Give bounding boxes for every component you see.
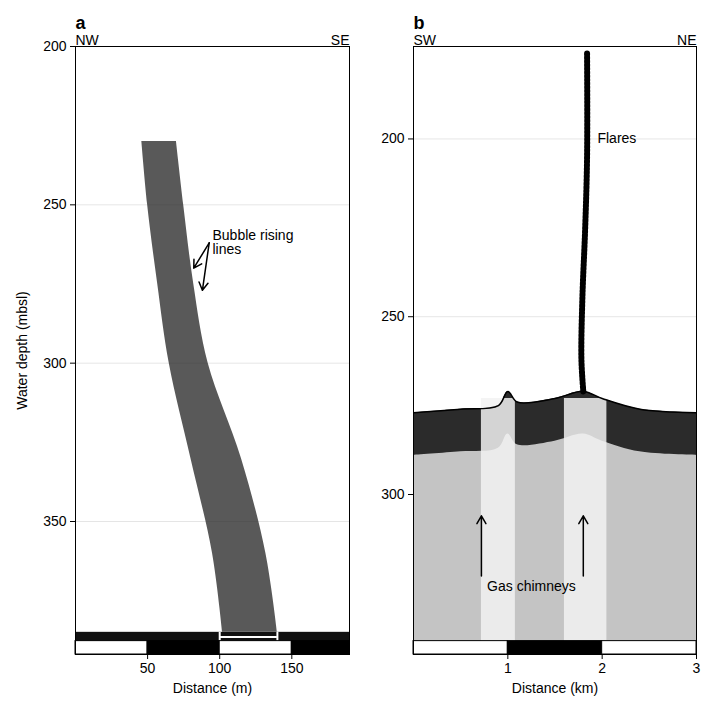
svg-text:2: 2 <box>598 660 606 676</box>
svg-text:SW: SW <box>413 32 437 49</box>
svg-text:150: 150 <box>280 660 304 676</box>
svg-text:250: 250 <box>43 196 67 212</box>
svg-text:100: 100 <box>208 660 232 676</box>
svg-text:200: 200 <box>381 130 405 146</box>
svg-text:a: a <box>76 13 87 33</box>
svg-text:Distance (m): Distance (m) <box>173 680 252 696</box>
svg-text:50: 50 <box>140 660 156 676</box>
svg-text:300: 300 <box>381 486 405 502</box>
svg-text:3: 3 <box>693 660 701 676</box>
svg-text:NE: NE <box>677 32 697 49</box>
svg-text:SE: SE <box>330 32 350 49</box>
svg-text:Distance (km): Distance (km) <box>512 680 598 696</box>
svg-text:300: 300 <box>43 355 67 371</box>
svg-text:350: 350 <box>43 513 67 529</box>
svg-text:Water depth (mbsl): Water depth (mbsl) <box>14 291 30 410</box>
svg-text:200: 200 <box>43 38 67 54</box>
svg-text:1: 1 <box>504 660 512 676</box>
svg-text:Flares: Flares <box>597 130 636 146</box>
svg-text:Bubble risinglines: Bubble risinglines <box>213 227 294 257</box>
svg-text:NW: NW <box>75 32 99 49</box>
svg-text:b: b <box>414 13 425 33</box>
svg-text:250: 250 <box>381 308 405 324</box>
svg-text:Gas chimneys: Gas chimneys <box>487 578 576 594</box>
